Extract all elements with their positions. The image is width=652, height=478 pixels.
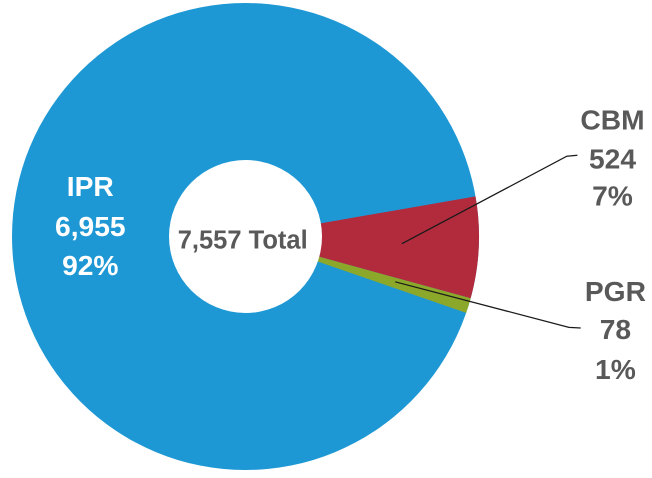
svg-text:524: 524: [589, 143, 636, 175]
svg-text:IPR: IPR: [67, 170, 114, 202]
svg-text:1%: 1%: [595, 353, 636, 385]
svg-text:PGR: PGR: [585, 275, 646, 307]
svg-text:CBM: CBM: [580, 103, 644, 135]
svg-text:78: 78: [600, 313, 631, 345]
svg-text:7%: 7%: [592, 180, 633, 212]
svg-text:6,955: 6,955: [55, 210, 126, 242]
svg-text:7,557 Total: 7,557 Total: [178, 226, 308, 254]
svg-text:92%: 92%: [62, 249, 118, 281]
